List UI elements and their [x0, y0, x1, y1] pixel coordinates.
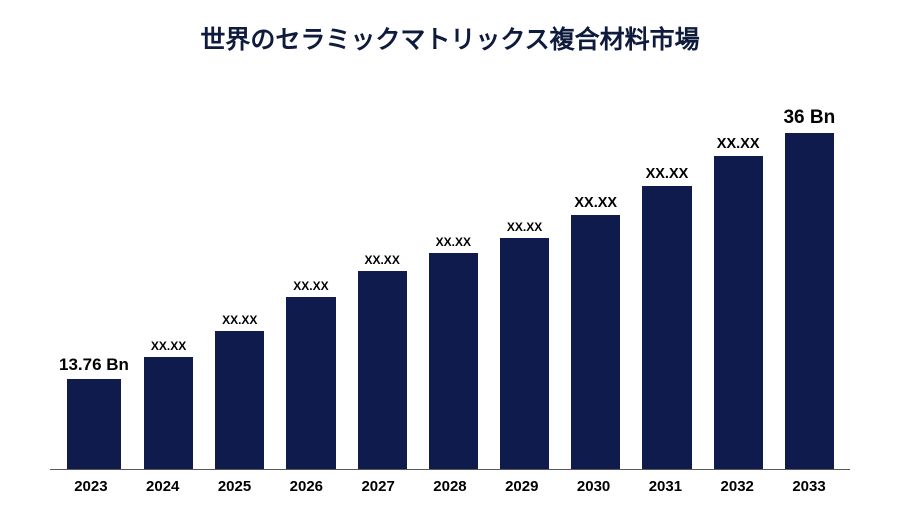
- bar: [714, 156, 763, 469]
- bar-wrapper: XX.XX: [564, 96, 627, 469]
- x-axis: 2023 2024 2025 2026 2027 2028 2029 2030 2031 2032…: [50, 478, 850, 495]
- bar-wrapper: XX.XX: [635, 96, 698, 469]
- bar: [785, 133, 834, 469]
- x-tick-label: 2033: [777, 478, 841, 495]
- bar-wrapper: XX.XX: [422, 96, 485, 469]
- x-tick-label: 2029: [490, 478, 554, 495]
- x-tick-label: 2028: [418, 478, 482, 495]
- bar-value-label: XX.XX: [151, 339, 186, 353]
- bar-value-label: XX.XX: [222, 313, 257, 327]
- bar-wrapper: XX.XX: [208, 96, 271, 469]
- bar-wrapper: XX.XX: [493, 96, 556, 469]
- bar-value-label: XX.XX: [717, 136, 760, 152]
- bar-wrapper: XX.XX: [707, 96, 770, 469]
- bar: [642, 186, 691, 469]
- chart-container: 世界のセラミックマトリックス複合材料市場 13.76 Bn XX.XX XX.XX X…: [0, 0, 900, 525]
- chart-title: 世界のセラミックマトリックス複合材料市場: [30, 20, 870, 56]
- bar: [429, 253, 478, 469]
- bar-wrapper: XX.XX: [279, 96, 342, 469]
- x-tick-label: 2024: [131, 478, 195, 495]
- bar-wrapper: 13.76 Bn: [59, 96, 129, 469]
- bar-value-label: XX.XX: [436, 235, 471, 249]
- bar: [571, 215, 620, 469]
- bar-value-label: XX.XX: [507, 220, 542, 234]
- x-tick-label: 2026: [274, 478, 338, 495]
- bar-value-label: XX.XX: [364, 253, 399, 267]
- bar: [358, 271, 407, 469]
- bar: [215, 331, 264, 469]
- x-tick-label: 2025: [203, 478, 267, 495]
- bar-value-label: 36 Bn: [783, 107, 835, 129]
- bar-value-label: XX.XX: [646, 166, 689, 182]
- x-tick-label: 2030: [562, 478, 626, 495]
- bar-value-label: XX.XX: [293, 279, 328, 293]
- x-tick-label: 2027: [346, 478, 410, 495]
- bar: [286, 297, 335, 469]
- bar-wrapper: XX.XX: [137, 96, 200, 469]
- bar-value-label: 13.76 Bn: [59, 355, 129, 375]
- plot-area: 13.76 Bn XX.XX XX.XX XX.XX XX.XX XX.XX XX.XX XX…: [50, 96, 850, 470]
- bar-wrapper: XX.XX: [351, 96, 414, 469]
- bar: [500, 238, 549, 469]
- x-tick-label: 2031: [634, 478, 698, 495]
- x-tick-label: 2032: [705, 478, 769, 495]
- bar-value-label: XX.XX: [574, 195, 617, 211]
- bar: [144, 357, 193, 469]
- bar: [67, 379, 122, 469]
- bar-wrapper: 36 Bn: [778, 96, 841, 469]
- x-tick-label: 2023: [59, 478, 123, 495]
